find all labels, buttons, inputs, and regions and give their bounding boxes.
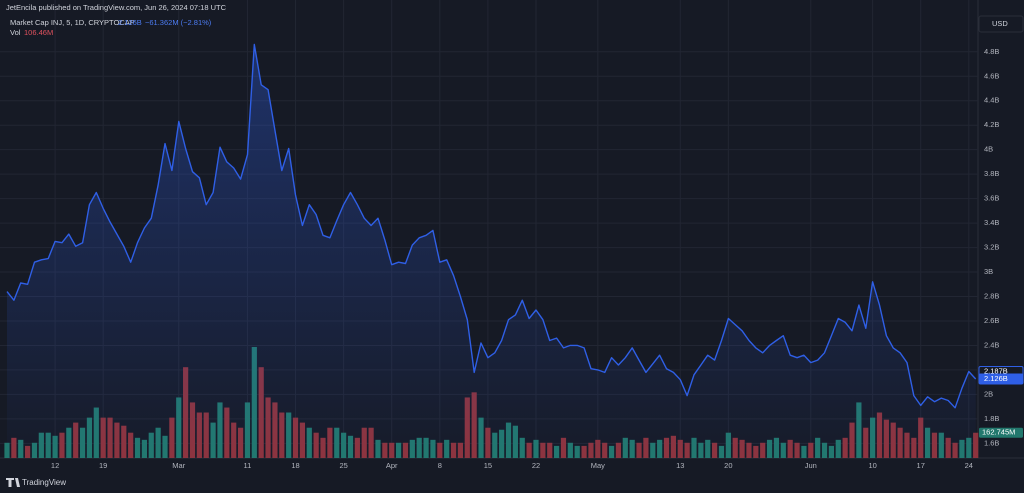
price-tag-label: 2.187B xyxy=(984,366,1008,375)
x-tick-label: Apr xyxy=(386,461,398,470)
y-tick-label: 4B xyxy=(984,145,993,154)
x-tick-label: 8 xyxy=(438,461,442,470)
y-tick-label: 3.6B xyxy=(984,194,999,203)
x-tick-label: 22 xyxy=(532,461,540,470)
legend-value: 2.126B xyxy=(118,18,142,27)
brand: TradingView xyxy=(22,478,66,487)
x-tick-label: Jun xyxy=(805,461,817,470)
y-tick-label: 2.8B xyxy=(984,291,999,300)
x-tick-label: May xyxy=(591,461,605,470)
y-tick-label: 4.2B xyxy=(984,120,999,129)
x-tick-label: 15 xyxy=(484,461,492,470)
y-tick-label: 3.4B xyxy=(984,218,999,227)
y-tick-label: 3.8B xyxy=(984,169,999,178)
x-tick-label: 20 xyxy=(724,461,732,470)
y-tick-label: 3B xyxy=(984,267,993,276)
y-tick-label: 4.4B xyxy=(984,96,999,105)
currency-box[interactable] xyxy=(978,15,1024,33)
y-tick-label: 2.4B xyxy=(984,340,999,349)
y-tick-label: 1.8B xyxy=(984,414,999,423)
x-tick-label: 17 xyxy=(917,461,925,470)
x-tick-label: 19 xyxy=(99,461,107,470)
price xyxy=(6,43,977,458)
price-area xyxy=(7,44,976,458)
legend-title: Market Cap INJ, 5, 1D, CRYPTOCAP xyxy=(10,18,135,27)
y-tick-label: 1.6B xyxy=(984,438,999,447)
volume-tag xyxy=(979,427,1023,438)
x-tick-label: 11 xyxy=(244,461,252,470)
legend-change: −61.362M (−2.81%) xyxy=(145,18,212,27)
publisher: JetEncila published on TradingView.com, … xyxy=(6,3,227,12)
x-tick-label: 10 xyxy=(868,461,876,470)
x-tick-label: 12 xyxy=(51,461,59,470)
y-tick-label: 2B xyxy=(984,389,993,398)
brand-logo xyxy=(6,478,20,487)
volume-tag-label: 162.745M xyxy=(982,428,1015,437)
x-tick-label: 13 xyxy=(676,461,684,470)
price-line xyxy=(6,43,977,409)
axes: 1.6B1.8B2B2.2B2.4B2.6B2.8B3B3.2B3.4B3.6B… xyxy=(51,47,1024,470)
y-tick-label: 4.6B xyxy=(984,71,999,80)
legend-vol-value: 106.46M xyxy=(24,28,53,37)
x-tick-label: 18 xyxy=(291,461,299,470)
x-tick-label: 25 xyxy=(339,461,347,470)
x-tick-label: 24 xyxy=(965,461,973,470)
x-tick-label: Mar xyxy=(172,461,185,470)
price-tag xyxy=(978,373,1024,385)
currency[interactable]: USD xyxy=(992,19,1008,28)
price-tag-label: 2.126B xyxy=(984,374,1008,383)
y-tick-label: 2.6B xyxy=(984,316,999,325)
legend-vol-label: Vol xyxy=(10,28,21,37)
y-tick-label: 3.2B xyxy=(984,243,999,252)
y-tick-label: 4.8B xyxy=(984,47,999,56)
